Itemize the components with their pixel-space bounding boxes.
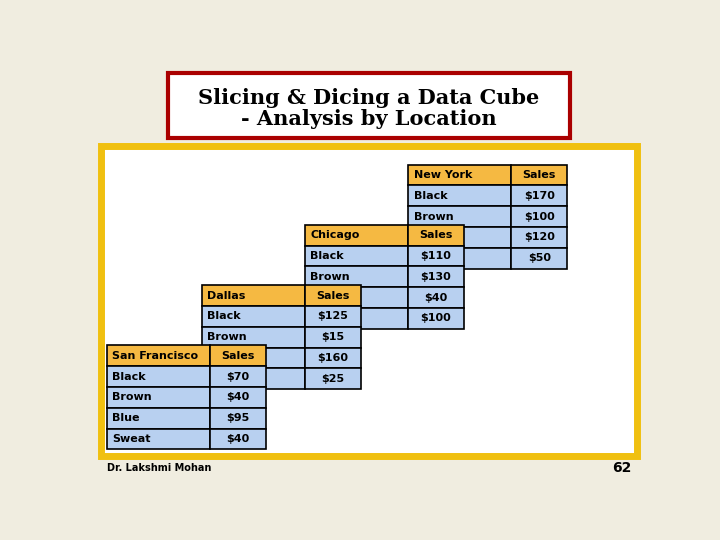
Bar — [210, 346, 266, 366]
Text: Dallas: Dallas — [207, 291, 246, 301]
Bar — [202, 285, 305, 306]
Text: $50: $50 — [528, 253, 551, 263]
Text: Sales: Sales — [523, 170, 556, 180]
Text: Blue: Blue — [112, 413, 140, 423]
Text: Slicing & Dicing a Data Cube: Slicing & Dicing a Data Cube — [199, 88, 539, 108]
Bar — [511, 185, 567, 206]
Bar — [408, 227, 511, 248]
Bar — [202, 348, 305, 368]
Bar — [408, 248, 511, 268]
Text: $125: $125 — [318, 312, 348, 321]
Bar — [168, 73, 570, 138]
Bar — [408, 246, 464, 266]
Text: $110: $110 — [420, 251, 451, 261]
Bar — [408, 287, 464, 308]
Bar — [305, 266, 408, 287]
Bar — [210, 408, 266, 429]
Text: $40: $40 — [424, 293, 448, 302]
Bar — [107, 429, 210, 449]
Text: $120: $120 — [523, 232, 554, 242]
Text: Brown: Brown — [112, 393, 152, 402]
Text: Sales: Sales — [316, 291, 349, 301]
Bar — [210, 429, 266, 449]
Bar — [305, 246, 408, 266]
Bar — [202, 368, 305, 389]
Text: $130: $130 — [420, 272, 451, 282]
Bar — [408, 165, 511, 185]
Bar — [107, 408, 210, 429]
Bar — [210, 366, 266, 387]
Text: $40: $40 — [226, 393, 250, 402]
Bar — [511, 206, 567, 227]
Bar — [210, 387, 266, 408]
Text: $40: $40 — [226, 434, 250, 444]
Text: Black: Black — [207, 312, 240, 321]
Bar — [202, 306, 305, 327]
Bar — [511, 248, 567, 268]
Bar — [305, 285, 361, 306]
Text: Sales: Sales — [419, 230, 453, 240]
Bar — [305, 308, 408, 329]
Text: $160: $160 — [318, 353, 348, 363]
Bar — [408, 225, 464, 246]
Text: Sweat: Sweat — [112, 434, 150, 444]
Bar — [408, 308, 464, 329]
Bar — [305, 306, 361, 327]
Text: $15: $15 — [321, 332, 344, 342]
Text: 62: 62 — [612, 461, 631, 475]
Bar — [305, 225, 408, 246]
Text: Brown: Brown — [413, 212, 454, 221]
Text: $95: $95 — [226, 413, 250, 423]
Bar — [202, 327, 305, 348]
Bar — [408, 266, 464, 287]
Text: $100: $100 — [420, 313, 451, 323]
Text: Brown: Brown — [207, 332, 247, 342]
Text: Dr. Lakshmi Mohan: Dr. Lakshmi Mohan — [107, 463, 211, 473]
Text: - Analysis by Location: - Analysis by Location — [241, 109, 497, 129]
Bar — [107, 387, 210, 408]
Text: $70: $70 — [226, 372, 249, 382]
Text: New York: New York — [413, 170, 472, 180]
Bar — [101, 146, 636, 456]
Text: Black: Black — [112, 372, 146, 382]
Bar — [107, 366, 210, 387]
Bar — [305, 287, 408, 308]
Bar — [408, 206, 511, 227]
Bar — [511, 227, 567, 248]
Text: Black: Black — [310, 251, 344, 261]
Text: $170: $170 — [523, 191, 554, 201]
Text: $100: $100 — [524, 212, 554, 221]
Bar — [305, 368, 361, 389]
Bar — [305, 327, 361, 348]
Text: Chicago: Chicago — [310, 230, 360, 240]
Text: Brown: Brown — [310, 272, 350, 282]
Bar — [305, 348, 361, 368]
Bar — [107, 346, 210, 366]
Text: San Francisco: San Francisco — [112, 351, 199, 361]
Text: Black: Black — [413, 191, 447, 201]
Bar — [408, 185, 511, 206]
Text: Sales: Sales — [221, 351, 255, 361]
Bar — [511, 165, 567, 185]
Text: $25: $25 — [321, 374, 344, 384]
